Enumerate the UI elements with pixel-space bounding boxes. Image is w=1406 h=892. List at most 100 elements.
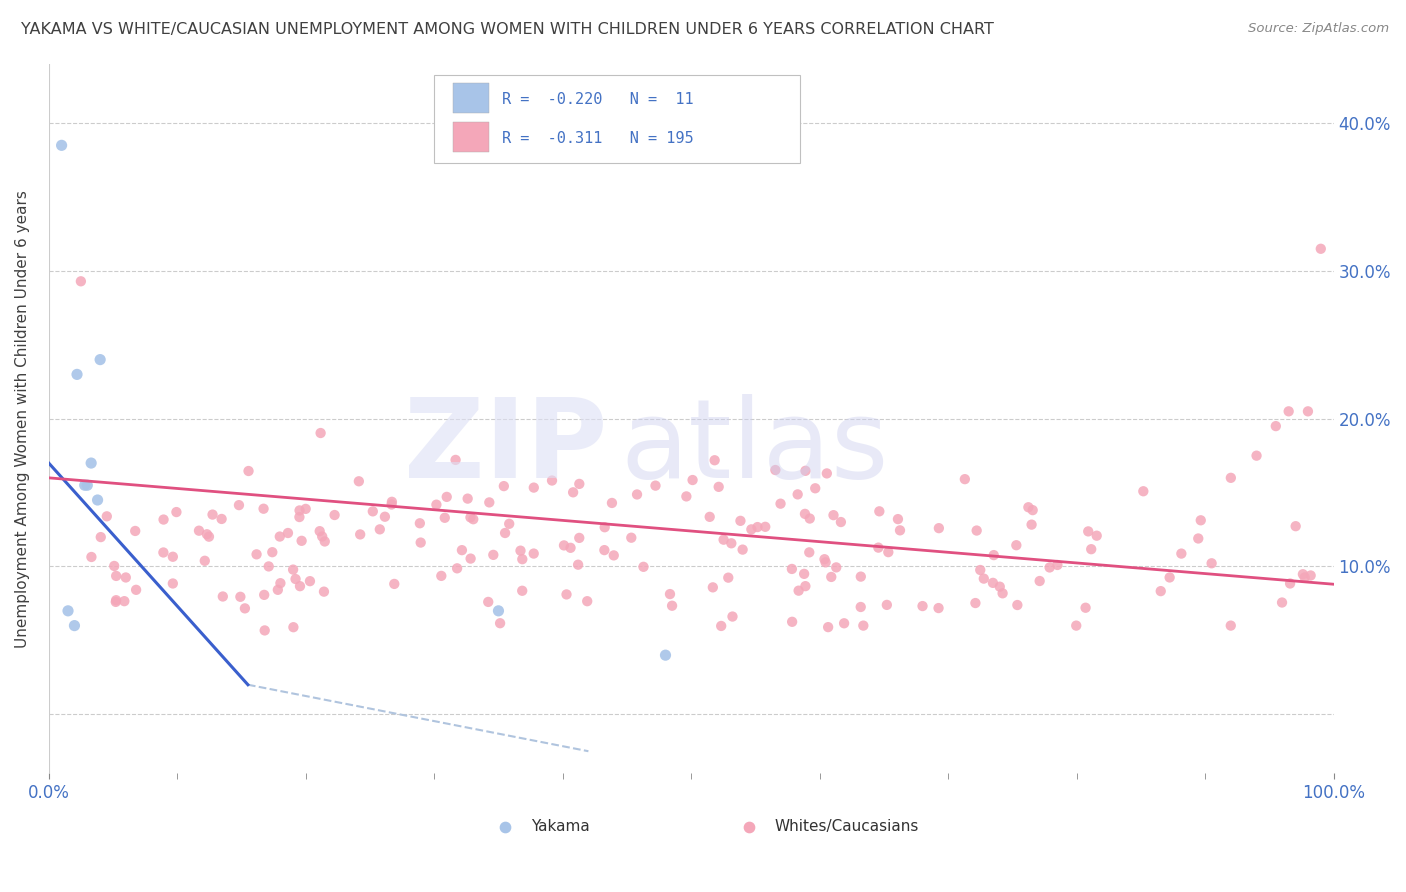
Point (1080, 542, 1102, 557)
Point (817, 620, 839, 634)
Point (576, 594, 599, 608)
Point (73, 478, 96, 492)
Point (794, 579, 817, 593)
Point (444, 453, 467, 467)
Point (703, 453, 725, 467)
Point (488, 604, 510, 618)
Point (152, 512, 174, 526)
Point (541, 474, 564, 488)
Point (747, 520, 769, 534)
Point (253, 624, 276, 638)
Point (973, 572, 995, 586)
Point (738, 818, 761, 832)
Point (446, 561, 468, 575)
Text: atlas: atlas (620, 393, 889, 500)
Point (1264, 419, 1286, 434)
Point (80, 549, 103, 564)
Point (294, 501, 316, 516)
FancyBboxPatch shape (454, 122, 489, 152)
Point (165, 505, 187, 519)
FancyBboxPatch shape (454, 83, 489, 112)
Point (105, 593, 128, 607)
Point (510, 552, 533, 566)
Text: R =  -0.220   N =  11: R = -0.220 N = 11 (502, 92, 695, 107)
Point (1064, 618, 1087, 632)
Point (1007, 598, 1029, 612)
Point (409, 516, 432, 531)
Point (702, 580, 724, 594)
Point (1005, 538, 1028, 552)
Point (245, 547, 267, 561)
Point (51, 138, 73, 153)
Point (361, 504, 384, 518)
Point (889, 524, 911, 538)
Point (257, 559, 280, 574)
Point (509, 543, 531, 558)
Point (233, 601, 256, 615)
Point (494, 818, 516, 832)
Point (969, 563, 991, 577)
Point (568, 531, 591, 545)
Point (794, 507, 817, 521)
Point (124, 524, 146, 538)
Point (887, 512, 910, 526)
Point (291, 533, 314, 548)
Point (229, 590, 252, 604)
Point (966, 524, 988, 538)
Point (86, 493, 108, 508)
Point (661, 599, 683, 613)
Point (436, 490, 458, 504)
Point (201, 508, 224, 522)
Point (1299, 568, 1322, 582)
Point (620, 531, 643, 545)
Point (555, 587, 578, 601)
Point (983, 548, 1005, 562)
Point (593, 520, 616, 534)
Point (162, 576, 184, 591)
Point (1187, 532, 1209, 546)
Point (763, 463, 786, 477)
Point (1285, 519, 1308, 533)
Point (721, 609, 744, 624)
Point (482, 548, 505, 562)
Point (381, 495, 404, 509)
Point (876, 598, 898, 612)
Point (283, 620, 305, 634)
Point (877, 545, 900, 559)
Point (1294, 570, 1316, 584)
Point (991, 586, 1014, 600)
Point (510, 583, 533, 598)
Point (323, 508, 346, 522)
Point (769, 497, 792, 511)
Point (228, 498, 250, 512)
Point (699, 509, 721, 524)
Point (730, 514, 752, 528)
Point (988, 580, 1011, 594)
Point (152, 545, 174, 559)
Point (600, 496, 623, 510)
Point (675, 490, 697, 504)
Point (832, 616, 855, 631)
Point (76, 478, 98, 492)
Point (211, 590, 233, 604)
Text: YAKAMA VS WHITE/CAUCASIAN UNEMPLOYMENT AMONG WOMEN WITH CHILDREN UNDER 6 YEARS C: YAKAMA VS WHITE/CAUCASIAN UNEMPLOYMENT A… (21, 22, 994, 37)
Text: Source: ZipAtlas.com: Source: ZipAtlas.com (1249, 22, 1389, 36)
Text: Whites/Caucasians: Whites/Caucasians (775, 819, 920, 834)
Point (104, 595, 127, 609)
Point (195, 527, 218, 541)
Point (659, 587, 682, 601)
Point (1021, 517, 1043, 532)
Point (112, 594, 135, 608)
Y-axis label: Unemployment Among Women with Children Under 6 years: Unemployment Among Women with Children U… (15, 190, 30, 648)
Point (457, 491, 479, 506)
Point (953, 472, 976, 486)
Point (553, 538, 575, 552)
Point (1028, 574, 1050, 588)
Point (277, 526, 299, 541)
Point (211, 512, 233, 526)
Point (288, 510, 311, 524)
Point (965, 596, 987, 610)
Point (523, 547, 546, 561)
Point (1292, 567, 1315, 582)
Point (815, 467, 838, 481)
